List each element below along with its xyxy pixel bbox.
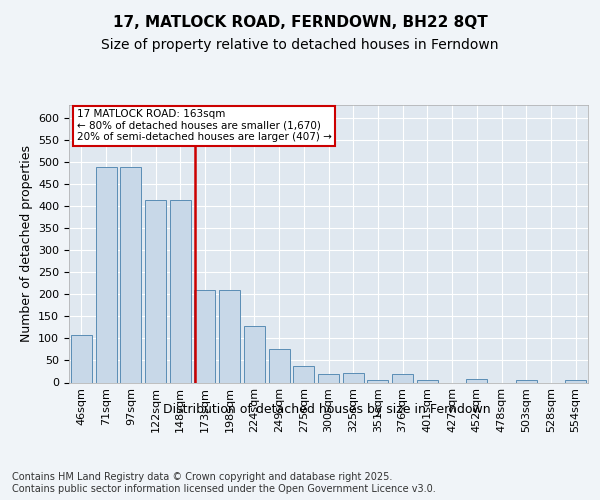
Bar xyxy=(71,336,92,382)
Bar xyxy=(565,380,586,382)
Bar xyxy=(466,380,487,382)
Bar xyxy=(417,380,438,382)
Bar xyxy=(120,166,141,382)
Bar xyxy=(244,326,265,382)
Bar xyxy=(95,166,116,382)
Bar xyxy=(170,200,191,382)
Text: Distribution of detached houses by size in Ferndown: Distribution of detached houses by size … xyxy=(163,404,491,416)
Text: 17, MATLOCK ROAD, FERNDOWN, BH22 8QT: 17, MATLOCK ROAD, FERNDOWN, BH22 8QT xyxy=(113,15,487,30)
Text: Contains HM Land Registry data © Crown copyright and database right 2025.
Contai: Contains HM Land Registry data © Crown c… xyxy=(12,472,436,494)
Text: Size of property relative to detached houses in Ferndown: Size of property relative to detached ho… xyxy=(101,38,499,52)
Y-axis label: Number of detached properties: Number of detached properties xyxy=(20,145,32,342)
Bar xyxy=(392,374,413,382)
Bar xyxy=(343,373,364,382)
Bar xyxy=(516,380,537,382)
Bar xyxy=(293,366,314,382)
Bar xyxy=(219,290,240,382)
Bar xyxy=(367,380,388,382)
Bar xyxy=(145,200,166,382)
Bar xyxy=(194,290,215,382)
Text: 17 MATLOCK ROAD: 163sqm
← 80% of detached houses are smaller (1,670)
20% of semi: 17 MATLOCK ROAD: 163sqm ← 80% of detache… xyxy=(77,109,332,142)
Bar xyxy=(318,374,339,382)
Bar xyxy=(269,350,290,382)
